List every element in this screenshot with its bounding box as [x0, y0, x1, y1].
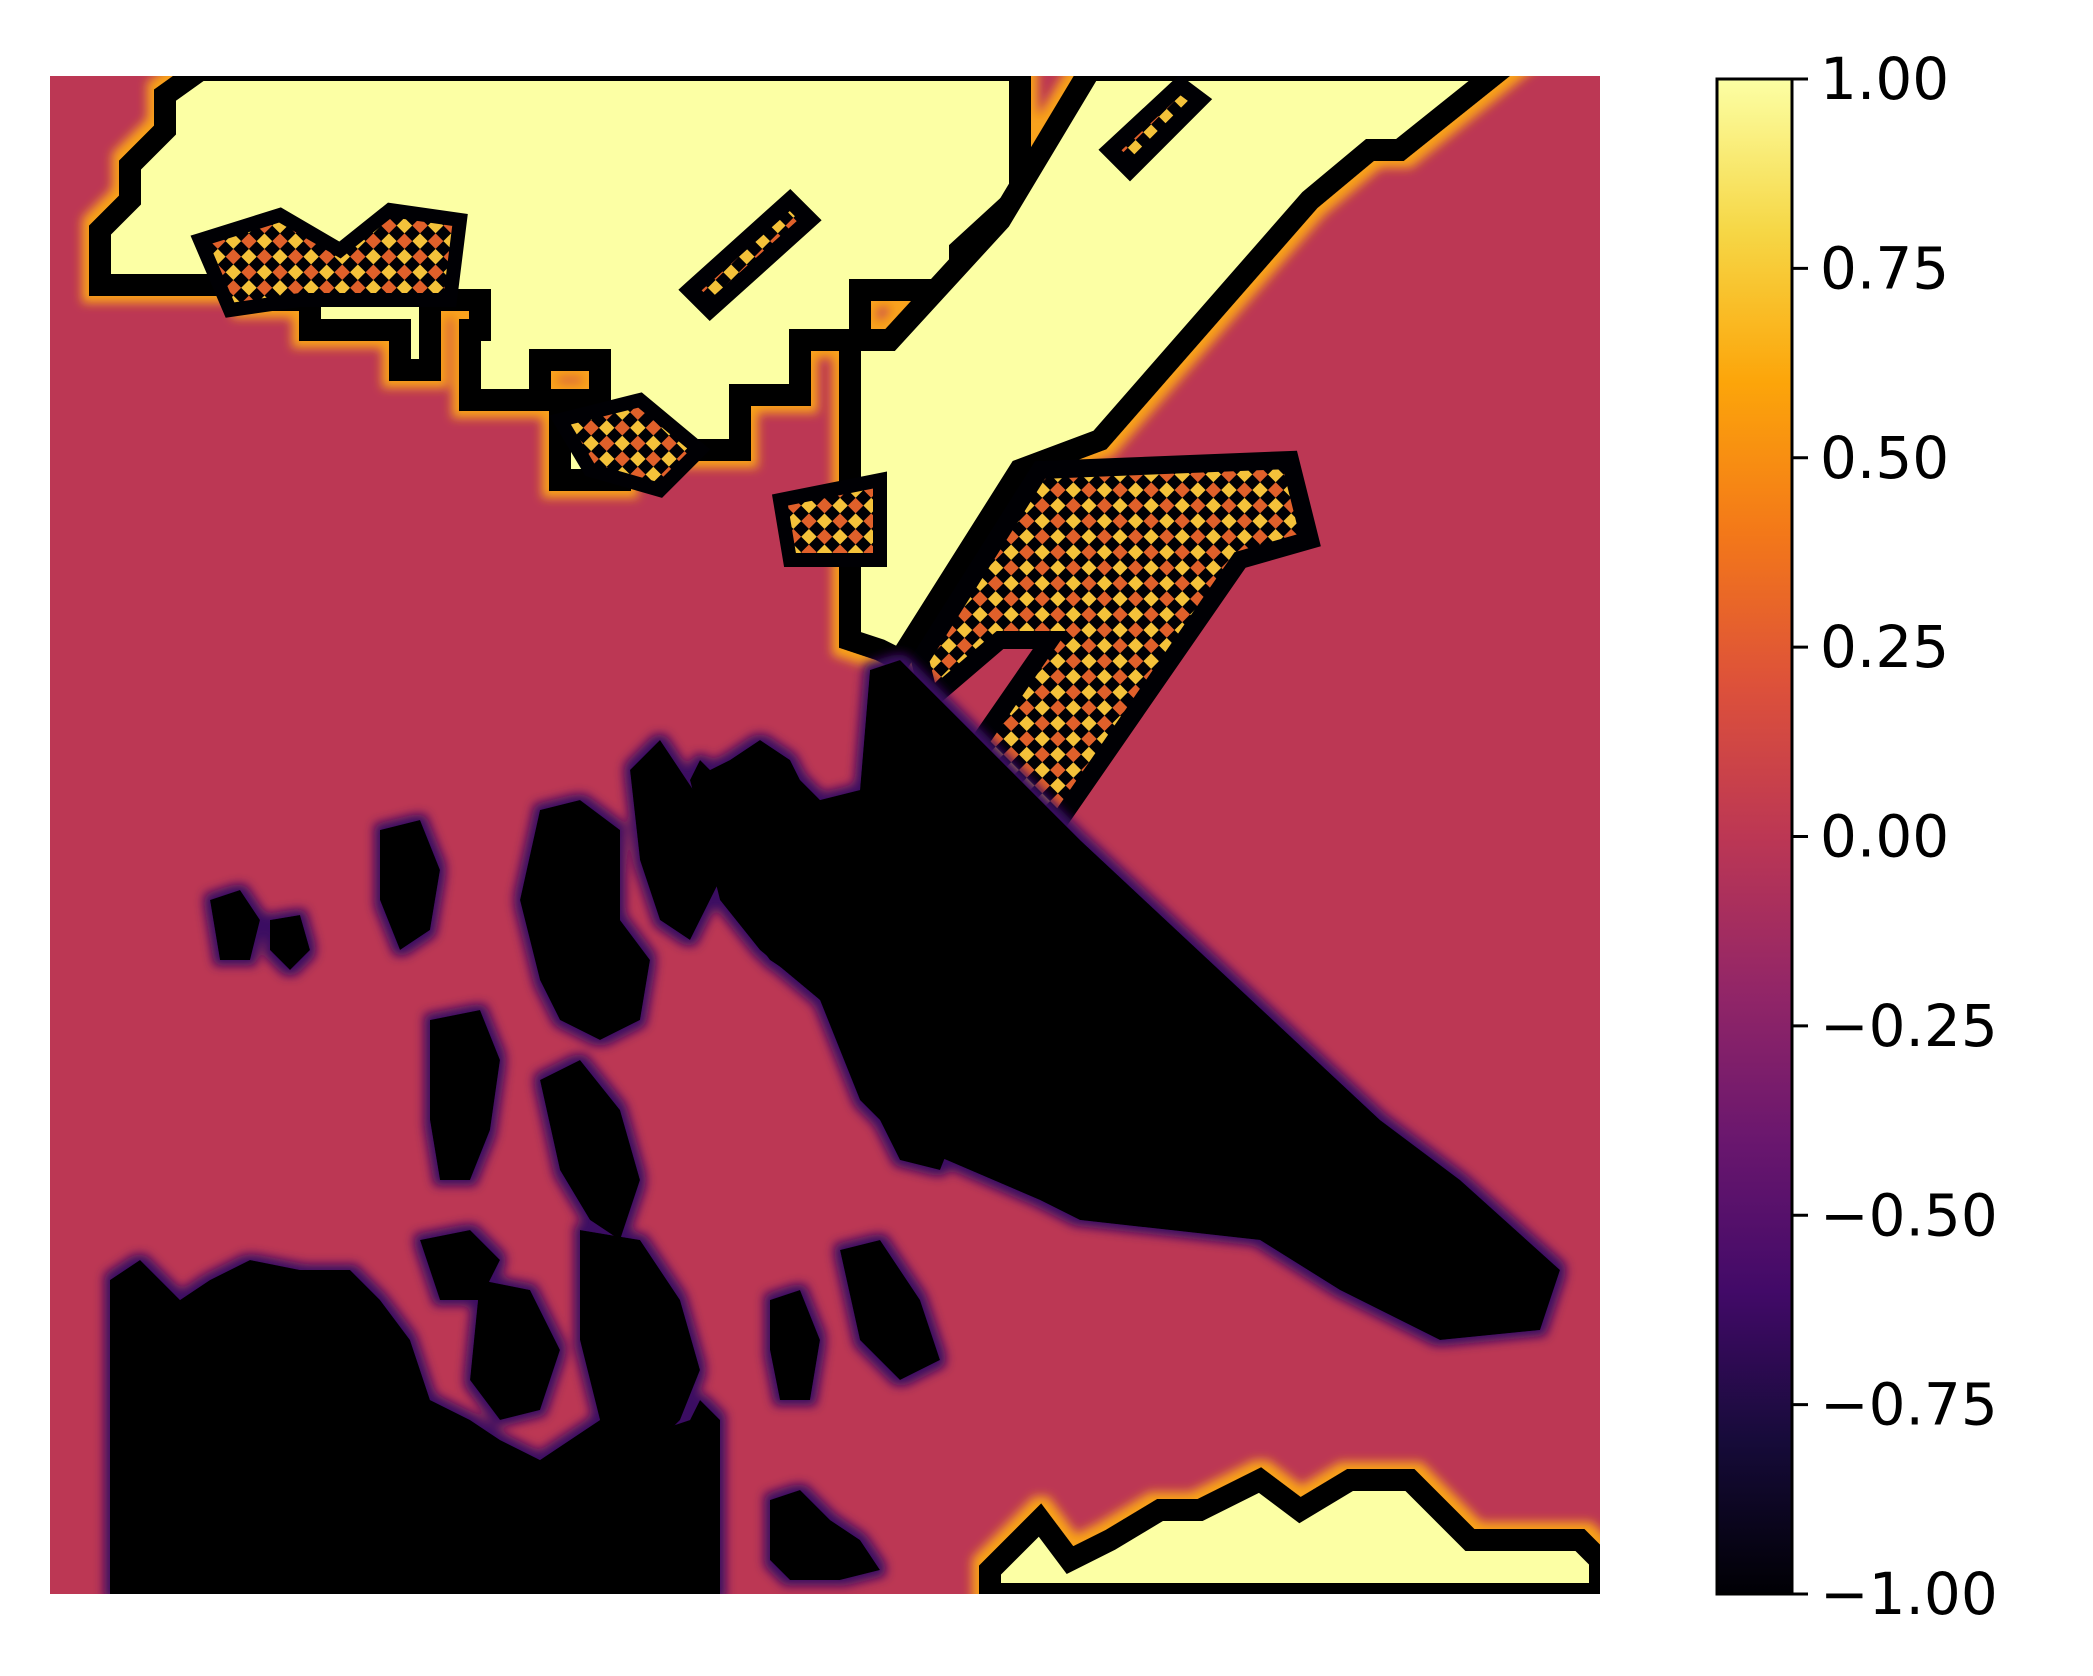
- colorbar-tick-label: −1.00: [1820, 1560, 1998, 1628]
- region-scattered-negative-speckles-a: [520, 800, 650, 1040]
- region-top-checker-strip: [1098, 76, 1213, 182]
- region-scattered-negative-speckles-g: [270, 915, 310, 970]
- region-scattered-negative-speckles-j: [770, 1490, 880, 1580]
- colorbar-tick-label: 0.75: [1820, 234, 1949, 302]
- colorbar: 1.00 0.75 0.50 0.25 0.00 −0.25 −0.50 −0.75 −1.00: [1715, 45, 1998, 1628]
- colorbar-tick-label: 0.00: [1820, 803, 1949, 871]
- colorbar-ticks: 1.00 0.75 0.50 0.25 0.00 −0.25 −0.50 −0.75 −1.00: [1792, 45, 1998, 1628]
- region-center-left-checker-cluster: [771, 471, 887, 567]
- region-scattered-negative-speckles-i: [840, 1240, 940, 1380]
- colorbar-tick-label: 0.50: [1820, 424, 1949, 492]
- negative-regions: [110, 660, 1560, 1594]
- colorbar-gradient: [1715, 77, 1794, 1596]
- region-scattered-negative-speckles-l: [1050, 1020, 1180, 1180]
- region-scattered-negative-speckles-o: [470, 1280, 560, 1420]
- colorbar-tick-label: 1.00: [1820, 45, 1949, 113]
- heatmap-plot-area: [50, 76, 1600, 1594]
- region-upper-checker-strip: [678, 188, 822, 322]
- region-scattered-negative-speckles-e: [380, 820, 440, 950]
- region-central-negative-diagonal-band: [690, 660, 1560, 1340]
- region-left-checker-cluster: [190, 202, 468, 318]
- region-scattered-negative-speckles-c: [430, 1010, 500, 1180]
- checker-pattern-regions: [190, 76, 1321, 829]
- colorbar-tick-label: 0.25: [1820, 613, 1949, 681]
- region-lower-right-positive-hill: [979, 1467, 1600, 1594]
- region-mid-checker-cluster: [549, 392, 711, 498]
- region-scattered-negative-speckles-m: [580, 1230, 700, 1460]
- region-central-negative-diagonal-band-upper: [690, 740, 940, 1080]
- region-scattered-negative-speckles-k: [880, 1060, 960, 1170]
- region-lower-left-negative-block: [110, 1260, 720, 1594]
- region-upper-right-positive-band: [839, 76, 1511, 675]
- region-scattered-negative-speckles-d: [540, 1060, 640, 1240]
- region-scattered-negative-speckles-f: [210, 890, 260, 960]
- region-scattered-negative-speckles-h: [770, 1290, 820, 1400]
- colorbar-tick-label: −0.50: [1820, 1181, 1998, 1249]
- colorbar-tick-label: −0.25: [1820, 992, 1998, 1060]
- colorbar-tick-label: −0.75: [1820, 1371, 1998, 1439]
- region-scattered-negative-speckles-b: [630, 740, 720, 940]
